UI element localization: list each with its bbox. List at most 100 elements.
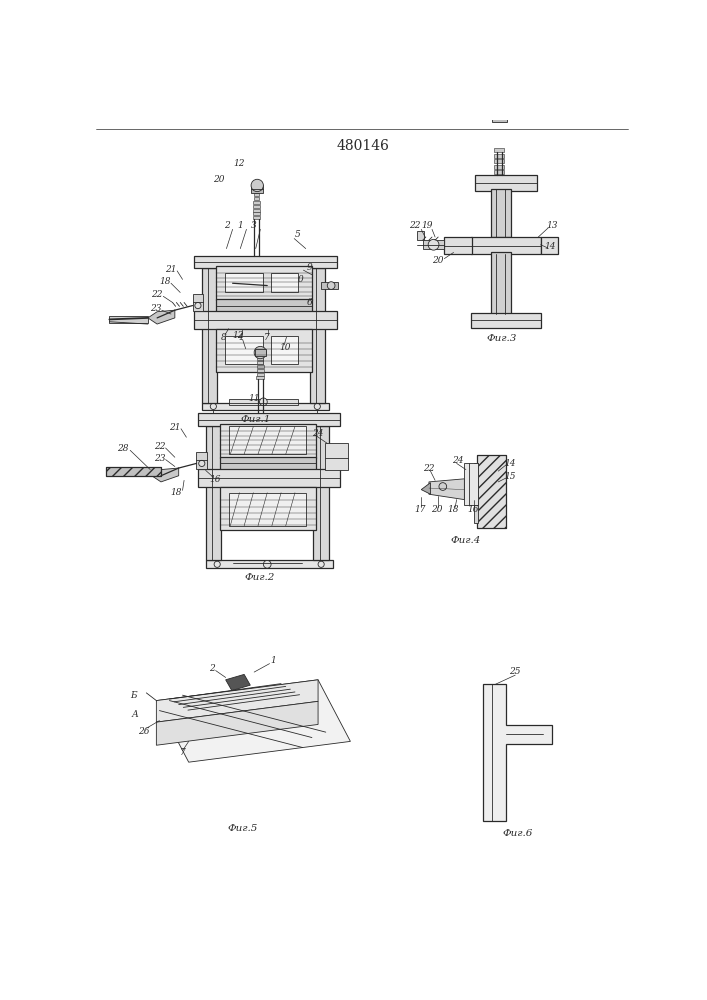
Polygon shape [421, 483, 431, 494]
Text: Фиг.5: Фиг.5 [228, 824, 258, 833]
Text: Фиг.2: Фиг.2 [245, 573, 275, 582]
Circle shape [214, 561, 221, 567]
Text: Б: Б [130, 691, 136, 700]
Bar [491, 252, 510, 314]
Polygon shape [152, 468, 179, 482]
Bar [225, 273, 264, 292]
Bar [197, 452, 207, 469]
Text: А: А [132, 710, 139, 719]
Bar [206, 426, 221, 560]
Bar [254, 197, 259, 200]
Bar [494, 159, 504, 163]
Polygon shape [156, 680, 318, 722]
Bar [257, 376, 264, 379]
Bar [216, 299, 312, 312]
Text: 2: 2 [223, 221, 229, 230]
Circle shape [199, 460, 205, 467]
Bar [257, 357, 263, 360]
Text: 7: 7 [264, 333, 270, 342]
Text: 480146: 480146 [337, 139, 389, 153]
Text: 18: 18 [170, 488, 182, 497]
Bar [472, 237, 541, 254]
Text: 21: 21 [165, 265, 177, 274]
Bar [219, 424, 316, 458]
Text: 5: 5 [295, 230, 301, 239]
Text: 22: 22 [153, 442, 165, 451]
Bar [253, 205, 259, 208]
Bar [229, 493, 305, 526]
Bar [251, 185, 264, 193]
Bar [198, 413, 340, 426]
Bar [257, 365, 264, 368]
Bar [229, 399, 298, 405]
Text: 0: 0 [298, 275, 303, 284]
Circle shape [254, 346, 267, 359]
Text: 1: 1 [271, 656, 276, 665]
Text: 21: 21 [169, 423, 180, 432]
Bar [271, 273, 298, 292]
Bar [254, 193, 259, 196]
Text: Фиг.1: Фиг.1 [240, 415, 271, 424]
Text: 22: 22 [409, 221, 421, 230]
Bar [201, 403, 329, 410]
Text: Фиг.3: Фиг.3 [487, 334, 518, 343]
Bar [271, 336, 298, 364]
Bar [472, 312, 541, 328]
Text: 1: 1 [238, 221, 243, 230]
Polygon shape [429, 479, 464, 500]
Bar [110, 316, 148, 323]
Bar [253, 201, 259, 204]
Bar [255, 349, 266, 356]
Circle shape [195, 302, 201, 309]
Bar [194, 256, 337, 268]
Bar [477, 455, 506, 528]
Polygon shape [156, 701, 318, 745]
Text: 23: 23 [153, 454, 165, 463]
Bar [253, 209, 260, 212]
Bar [201, 268, 217, 403]
Circle shape [493, 105, 507, 119]
Bar [206, 560, 333, 568]
Text: 11: 11 [248, 394, 260, 403]
Circle shape [259, 398, 267, 406]
Polygon shape [226, 674, 250, 691]
Text: 18: 18 [159, 277, 170, 286]
Text: 18: 18 [448, 505, 460, 514]
Bar [313, 426, 329, 560]
Text: 14: 14 [545, 242, 556, 251]
Text: 10: 10 [279, 343, 291, 352]
Bar [253, 212, 260, 215]
Polygon shape [148, 310, 175, 324]
Text: 23: 23 [150, 304, 161, 313]
Bar [216, 266, 312, 300]
Polygon shape [156, 680, 351, 762]
Text: 24: 24 [312, 429, 323, 438]
Bar [494, 165, 504, 169]
Circle shape [210, 403, 216, 410]
Circle shape [439, 483, 447, 490]
Bar [493, 148, 504, 152]
Bar [219, 487, 316, 530]
Bar [492, 112, 508, 122]
Bar [494, 175, 504, 179]
Text: 12: 12 [232, 331, 244, 340]
Bar [257, 361, 264, 364]
Bar [192, 294, 204, 311]
Text: Фиг.4: Фиг.4 [451, 536, 481, 545]
Bar [475, 175, 537, 191]
Bar [105, 466, 161, 476]
Text: 26: 26 [139, 727, 150, 736]
Circle shape [318, 561, 325, 567]
Text: 15: 15 [504, 472, 515, 481]
Circle shape [264, 560, 271, 568]
Bar [257, 369, 264, 372]
Text: 22: 22 [423, 464, 435, 473]
Bar [477, 455, 506, 528]
Bar [229, 426, 305, 454]
Circle shape [251, 179, 264, 192]
Circle shape [327, 282, 335, 289]
Bar [464, 463, 478, 505]
Bar [325, 443, 348, 470]
Bar [321, 282, 338, 289]
Text: 2: 2 [209, 664, 215, 673]
